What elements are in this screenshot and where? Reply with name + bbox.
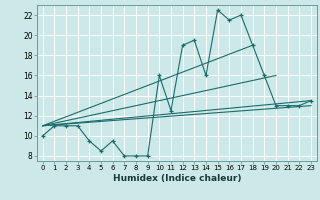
X-axis label: Humidex (Indice chaleur): Humidex (Indice chaleur) bbox=[113, 174, 241, 183]
